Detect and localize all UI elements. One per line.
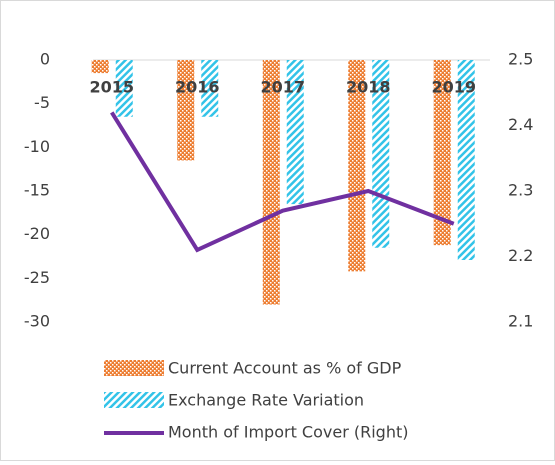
bar bbox=[262, 60, 280, 305]
y-tick-label: -30 bbox=[24, 312, 50, 331]
legend-swatch bbox=[104, 360, 164, 376]
y-tick-label: -25 bbox=[24, 268, 50, 287]
legend-label: Month of Import Cover (Right) bbox=[168, 423, 408, 442]
legend-label: Current Account as % of GDP bbox=[168, 359, 402, 378]
bar bbox=[115, 60, 133, 117]
legend: Current Account as % of GDP Exchange Rat… bbox=[104, 359, 408, 442]
bar bbox=[91, 60, 109, 74]
bar bbox=[348, 60, 366, 272]
y2-tick-label: 2.3 bbox=[508, 181, 533, 200]
x-tick-label: 2018 bbox=[346, 78, 391, 97]
y2-tick-label: 2.4 bbox=[508, 115, 533, 134]
x-tick-label: 2017 bbox=[260, 78, 305, 97]
line bbox=[110, 111, 455, 253]
y-tick-label: -15 bbox=[24, 181, 50, 200]
y2-tick-label: 2.2 bbox=[508, 246, 533, 265]
y-tick-label: 0 bbox=[40, 50, 50, 69]
y-tick-label: -10 bbox=[24, 137, 50, 156]
y2-tick-label: 2.5 bbox=[508, 50, 533, 69]
bar bbox=[457, 60, 475, 260]
bar bbox=[433, 60, 451, 246]
bar bbox=[201, 60, 219, 117]
bar bbox=[372, 60, 390, 248]
bar bbox=[286, 60, 304, 205]
x-tick-label: 2016 bbox=[175, 78, 220, 97]
legend-label: Exchange Rate Variation bbox=[168, 391, 364, 410]
legend-swatch bbox=[104, 392, 164, 408]
x-tick-label: 2015 bbox=[89, 78, 134, 97]
y2-tick-label: 2.1 bbox=[508, 312, 533, 331]
y-tick-label: -20 bbox=[24, 224, 50, 243]
x-tick-label: 2019 bbox=[431, 78, 476, 97]
bar bbox=[177, 60, 195, 161]
y-tick-label: -5 bbox=[34, 93, 50, 112]
